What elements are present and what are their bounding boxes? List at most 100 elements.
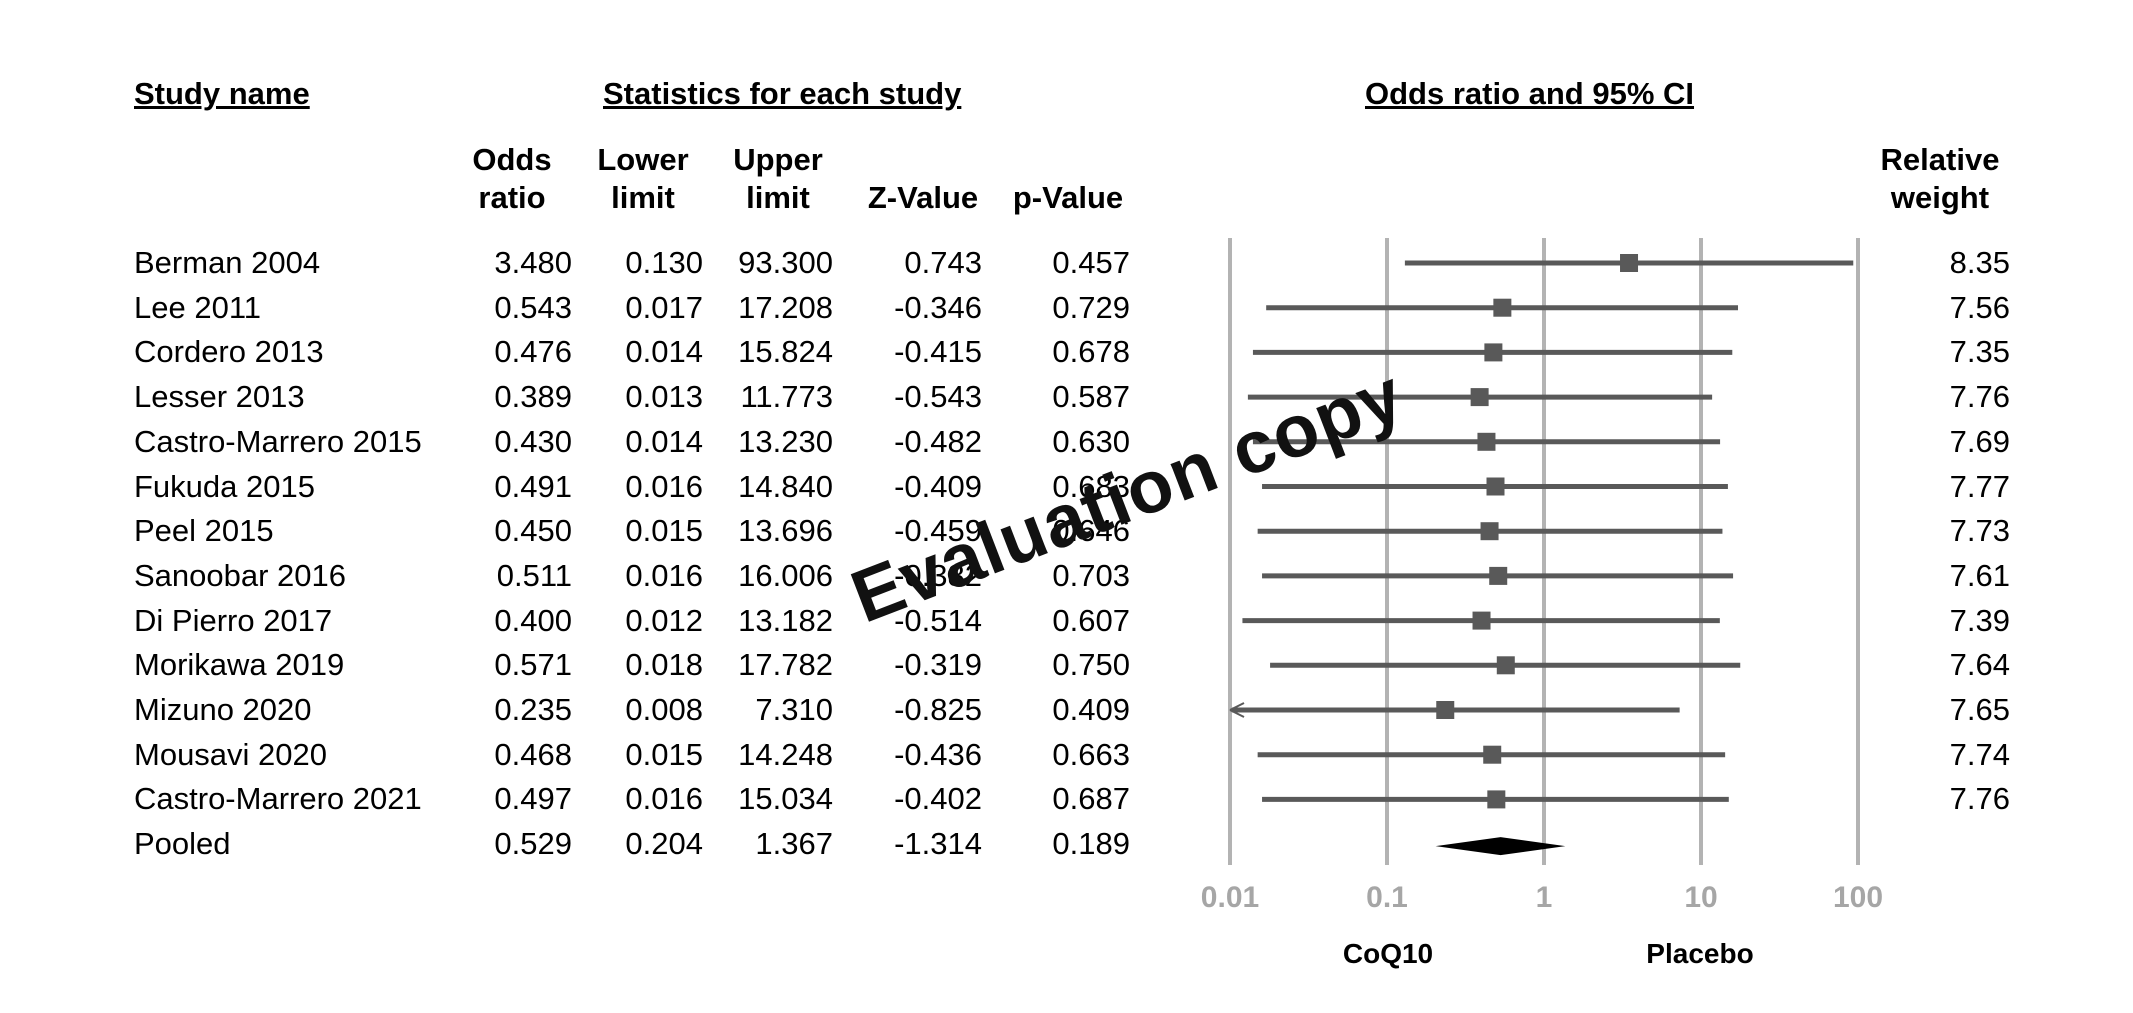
z-value-cell: -0.402 [894, 781, 982, 817]
point-estimate [1489, 566, 1508, 585]
z-value-cell: 0.743 [904, 245, 982, 280]
z-value-cell: -0.436 [894, 736, 982, 772]
relative-weight-cell: 7.76 [1949, 781, 2010, 817]
lower-limit-cell: 0.016 [625, 468, 703, 504]
point-estimate [1483, 745, 1502, 764]
point-estimate [1480, 522, 1499, 541]
x-tick-label: 1 [1536, 881, 1553, 914]
odds-ratio-cell: 0.543 [494, 289, 572, 325]
lower-limit-cell: 0.017 [625, 289, 703, 325]
upper-limit-header-line1: Upper [733, 142, 823, 177]
odds-ratio-column-header: Odds ratio [452, 141, 572, 217]
study-name-cell: Cordero 2013 [134, 334, 324, 370]
upper-limit-cell: 1.367 [755, 826, 833, 862]
study-name-cell: Mizuno 2020 [134, 692, 312, 727]
study-name-header: Study name [134, 76, 310, 111]
point-estimate [1486, 477, 1505, 496]
x-tick-label: 10 [1684, 881, 1717, 914]
lower-limit-cell: 0.012 [625, 602, 703, 638]
z-value-cell: -0.382 [894, 557, 982, 593]
upper-limit-cell: 14.248 [738, 736, 833, 772]
lower-limit-cell: 0.013 [625, 379, 703, 415]
relative-weight-cell: 7.61 [1949, 557, 2010, 593]
relative-weight-header-line2: weight [1890, 180, 1990, 215]
upper-limit-cell: 17.208 [738, 289, 833, 325]
study-name-cell: Peel 2015 [134, 513, 274, 549]
lower-limit-cell: 0.016 [625, 557, 703, 593]
point-estimate [1436, 701, 1455, 719]
z-value-cell: -0.482 [894, 423, 982, 459]
z-value-cell: -0.346 [894, 289, 982, 325]
point-estimate [1493, 298, 1512, 317]
z-value-column-header: Z-Value [867, 180, 979, 215]
z-value-cell: -1.314 [894, 826, 982, 862]
p-value-cell: 0.663 [1052, 736, 1130, 772]
p-value-cell: 0.750 [1052, 647, 1130, 683]
x-tick-label: 0.1 [1366, 881, 1408, 914]
upper-limit-column-header: Upper limit [718, 141, 838, 217]
p-value-cell: 0.409 [1052, 692, 1130, 727]
study-name-cell: Di Pierro 2017 [134, 602, 333, 638]
p-value-cell: 0.678 [1052, 334, 1130, 370]
study-name-cell: Pooled [134, 826, 231, 862]
lower-limit-cell: 0.204 [625, 826, 703, 862]
study-name-cell: Mousavi 2020 [134, 736, 328, 772]
odds-ratio-cell: 0.400 [494, 602, 572, 638]
odds-ratio-header-line1: Odds [472, 142, 552, 177]
upper-limit-cell: 13.696 [738, 513, 833, 549]
p-value-cell: 0.607 [1052, 602, 1130, 638]
z-value-cell: -0.825 [894, 692, 982, 727]
odds-ratio-cell: 0.571 [494, 647, 572, 683]
odds-ratio-cell: 0.468 [494, 736, 572, 772]
p-value-cell: 0.457 [1052, 245, 1130, 280]
relative-weight-cell: 8.35 [1949, 245, 2010, 280]
study-name-cell: Lesser 2013 [134, 379, 305, 415]
study-name-cell: Sanoobar 2016 [134, 557, 347, 593]
point-estimate [1470, 388, 1489, 407]
p-value-cell: 0.687 [1052, 781, 1130, 817]
p-value-column-header: p-Value [1012, 180, 1124, 215]
relative-weight-column-header: Relative weight [1850, 141, 2030, 217]
study-name-cell: Castro-Marrero 2015 [134, 423, 422, 459]
statistics-header: Statistics for each study [603, 76, 962, 111]
point-estimate [1496, 656, 1515, 675]
z-value-cell: -0.409 [894, 468, 982, 504]
lower-limit-cell: 0.016 [625, 781, 703, 817]
upper-limit-cell: 17.782 [738, 647, 833, 683]
upper-limit-cell: 16.006 [738, 557, 833, 593]
upper-limit-cell: 14.840 [738, 468, 833, 504]
relative-weight-cell: 7.69 [1949, 423, 2010, 459]
z-value-cell: -0.543 [894, 379, 982, 415]
relative-weight-cell: 7.73 [1949, 513, 2010, 549]
odds-ratio-cell: 0.430 [494, 423, 572, 459]
point-estimate [1620, 254, 1639, 272]
odds-ratio-header-line2: ratio [478, 180, 546, 215]
odds-ratio-cell: 0.476 [494, 334, 572, 370]
lower-limit-column-header: Lower limit [583, 141, 703, 217]
point-estimate [1472, 611, 1491, 630]
upper-limit-cell: 93.300 [738, 245, 833, 280]
relative-weight-cell: 7.77 [1949, 468, 2010, 504]
relative-weight-header-line1: Relative [1880, 142, 2000, 177]
lower-limit-cell: 0.014 [625, 334, 703, 370]
ci-arrow [1229, 702, 1245, 718]
upper-limit-cell: 11.773 [740, 379, 833, 415]
x-tick-label: 100 [1833, 881, 1883, 914]
study-name-cell: Berman 2004 [134, 245, 321, 280]
study-name-cell: Castro-Marrero 2021 [134, 781, 422, 817]
relative-weight-cell: 7.74 [1949, 736, 2010, 772]
z-value-cell: -0.415 [894, 334, 982, 370]
upper-limit-cell: 13.182 [738, 602, 833, 638]
coq10-side-label: CoQ10 [1343, 938, 1433, 969]
relative-weight-cell: 7.56 [1949, 289, 2010, 325]
lower-limit-cell: 0.015 [625, 513, 703, 549]
p-value-cell: 0.646 [1052, 513, 1130, 549]
p-value-cell: 0.729 [1052, 289, 1130, 325]
lower-limit-cell: 0.014 [625, 423, 703, 459]
odds-ratio-cell: 0.450 [494, 513, 572, 549]
plot-header: Odds ratio and 95% CI [1365, 76, 1695, 111]
z-value-cell: -0.514 [894, 602, 982, 638]
upper-limit-cell: 7.310 [755, 692, 833, 727]
p-value-cell: 0.587 [1052, 379, 1130, 415]
